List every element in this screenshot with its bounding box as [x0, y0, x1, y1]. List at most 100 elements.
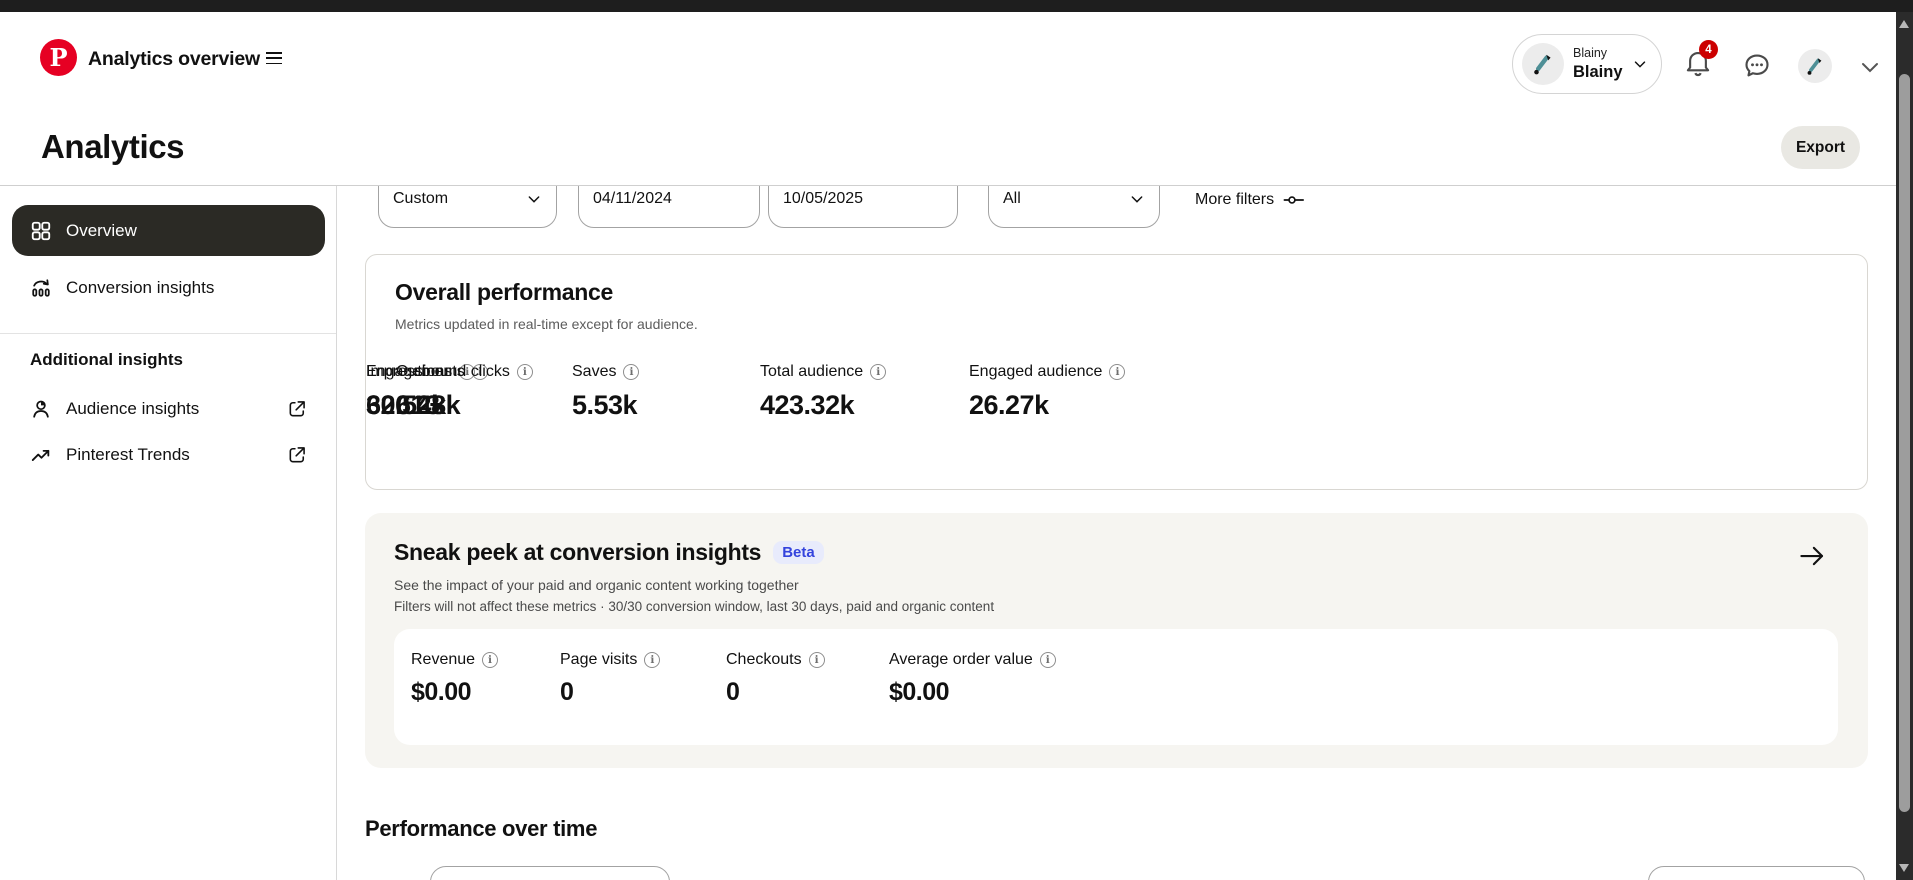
info-icon[interactable]: i	[471, 364, 488, 380]
page-title: Analytics	[41, 128, 185, 165]
sidebar-link-label: Audience insights	[66, 399, 200, 418]
info-icon[interactable]: i	[1039, 652, 1056, 668]
metric-engaged-audience: Engaged audience i 26.27k	[969, 363, 1126, 421]
external-link-icon	[287, 445, 307, 465]
date-preset-value: Custom	[393, 190, 449, 207]
metric-value: 0	[560, 678, 574, 706]
end-date-input[interactable]	[783, 190, 943, 208]
overview-grid-icon	[31, 221, 51, 240]
pinterest-logo-icon[interactable]: P	[40, 39, 77, 76]
overall-performance-title: Overall performance	[395, 279, 614, 305]
notification-badge: 4	[1699, 40, 1718, 59]
metric-label: Engaged audience	[969, 363, 1103, 380]
menu-icon[interactable]	[266, 52, 282, 65]
main-content: Custom All More filters Overall performa…	[337, 186, 1896, 880]
messages-button[interactable]	[1742, 51, 1772, 81]
info-icon[interactable]: i	[644, 652, 661, 668]
avatar	[1522, 43, 1564, 85]
conversion-insights-icon	[32, 279, 50, 297]
metric-average-order-value: Average order value i $0.00	[889, 651, 1056, 707]
start-date-input[interactable]	[593, 190, 745, 208]
sidebar-item-conversion-insights[interactable]: Conversion insights	[12, 266, 325, 310]
beta-badge: Beta	[773, 541, 824, 564]
account-name-secondary: Blainy	[1573, 45, 1608, 60]
metric-value: 613	[396, 390, 440, 420]
overall-performance-card: Overall performance Metrics updated in r…	[365, 254, 1868, 490]
sidebar-link-pinterest-trends[interactable]: Pinterest Trends	[30, 436, 307, 474]
sneak-peek-subtitle: See the impact of your paid and organic …	[394, 577, 799, 593]
sidebar-link-audience-insights[interactable]: Audience insights	[30, 390, 307, 428]
account-switcher[interactable]: Blainy Blainy	[1512, 34, 1662, 94]
more-filters-label: More filters	[1195, 191, 1275, 208]
metric-impressions: Impressions i 600.48k	[366, 363, 476, 421]
profile-avatar-button[interactable]	[1798, 49, 1832, 83]
app-header: P Analytics overview Blainy Blainy 4	[0, 12, 1896, 94]
scrollbar-thumb[interactable]	[1899, 74, 1910, 812]
sneak-peek-card[interactable]: Sneak peek at conversion insights Beta S…	[365, 513, 1868, 768]
header-chevron-down-button[interactable]	[1858, 55, 1882, 79]
chevron-down-icon	[1862, 63, 1878, 73]
scroll-up-arrow-icon[interactable]	[1899, 20, 1909, 28]
chevron-down-icon	[1129, 191, 1145, 207]
info-icon[interactable]: i	[808, 652, 825, 668]
metric-page-visits: Page visits i 0	[560, 651, 661, 707]
external-link-icon	[287, 399, 307, 419]
brand-pencil-icon	[1534, 54, 1551, 75]
sneak-peek-title: Sneak peek at conversion insights	[394, 539, 762, 565]
metric-label: Impressions	[366, 363, 453, 380]
metric-value: 423.32k	[760, 390, 855, 420]
sidebar-divider	[0, 333, 336, 334]
start-date-field[interactable]	[578, 186, 760, 228]
performance-metric-dropdown[interactable]	[430, 866, 670, 880]
sneak-peek-filters-note: Filters will not affect these metrics · …	[394, 599, 995, 614]
performance-options-dropdown[interactable]	[1648, 866, 1865, 880]
conversion-metrics-panel: Revenue i $0.00 Page visits i 0 Checkouts i…	[394, 629, 1838, 745]
sidebar-item-label: Conversion insights	[66, 278, 215, 297]
audience-person-icon	[33, 400, 49, 418]
metric-value: 5.53k	[572, 390, 638, 420]
scroll-down-arrow-icon[interactable]	[1899, 864, 1909, 872]
metric-label: Average order value	[889, 651, 1033, 668]
metric-revenue: Revenue i $0.00	[411, 651, 499, 707]
overall-performance-subtitle: Metrics updated in real-time except for …	[395, 316, 698, 332]
content-type-value: All	[1003, 190, 1021, 207]
metric-label: Checkouts	[726, 651, 802, 668]
info-icon[interactable]: i	[516, 364, 533, 380]
info-icon[interactable]: i	[482, 652, 499, 668]
metric-value: $0.00	[411, 678, 472, 706]
metric-label: Page visits	[560, 651, 638, 668]
performance-over-time-title: Performance over time	[365, 816, 598, 841]
sidebar-link-label: Pinterest Trends	[66, 445, 190, 464]
date-preset-dropdown[interactable]: Custom	[378, 186, 557, 228]
metric-label: Total audience	[760, 363, 864, 380]
export-button[interactable]: Export	[1781, 126, 1860, 169]
metric-value: $0.00	[889, 678, 950, 706]
vertical-scrollbar[interactable]	[1896, 12, 1913, 880]
metric-total-audience: Total audience i 423.32k	[760, 363, 887, 421]
metric-label: Engagements	[366, 363, 465, 380]
content-type-dropdown[interactable]: All	[988, 186, 1160, 228]
arrow-right-icon[interactable]	[1797, 541, 1827, 571]
sidebar-item-label: Overview	[66, 220, 137, 240]
sliders-filter-icon	[1283, 196, 1305, 204]
metric-checkouts: Checkouts i 0	[726, 651, 825, 707]
more-filters-button[interactable]: More filters	[1195, 187, 1305, 213]
browser-top-bar	[0, 0, 1913, 12]
sidebar: Overview Conversion insights Additional …	[0, 186, 337, 880]
sidebar-section-heading: Additional insights	[30, 350, 183, 369]
info-icon[interactable]: i	[870, 364, 887, 380]
notifications-button[interactable]: 4	[1683, 40, 1718, 79]
metric-value: 0	[726, 678, 740, 706]
metric-value: 26.27k	[969, 390, 1049, 420]
metric-value: 600.48k	[366, 390, 461, 420]
brand-pencil-icon	[1807, 58, 1822, 75]
info-icon[interactable]: i	[623, 364, 640, 380]
info-icon[interactable]: i	[1109, 364, 1126, 380]
sidebar-item-overview[interactable]: Overview	[12, 205, 325, 256]
end-date-field[interactable]	[768, 186, 958, 228]
chat-bubble-icon	[1745, 54, 1769, 77]
chevron-down-icon	[1631, 55, 1649, 73]
app-title: Analytics overview	[88, 48, 260, 70]
metric-label: Saves	[572, 363, 617, 380]
metric-value: 32.52k	[366, 390, 446, 420]
